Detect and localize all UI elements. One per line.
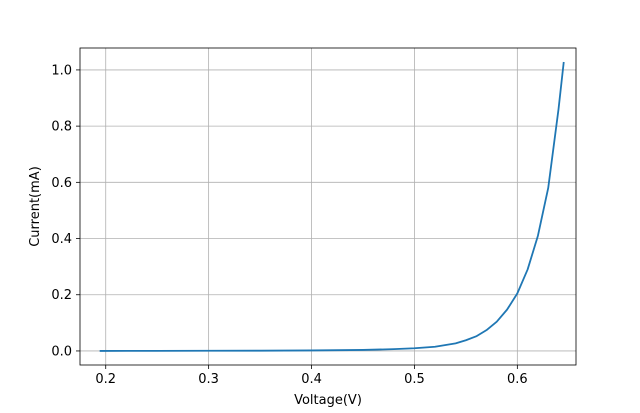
y-tick-label: 0.8 [51,120,72,135]
x-axis: 0.2 0.3 0.4 0.5 0.6 [95,365,528,387]
x-axis-label: Voltage(V) [294,393,362,408]
series-line [99,61,565,352]
x-tick-label: 0.6 [507,372,528,387]
y-axis-label: Current(mA) [28,166,43,247]
x-tick-label: 0.2 [95,372,116,387]
grid [80,48,576,365]
y-tick-label: 1.0 [51,63,72,78]
x-tick-label: 0.3 [198,372,219,387]
y-axis: 0.0 0.2 0.4 0.6 0.8 1.0 [51,63,80,359]
y-tick-label: 0.4 [51,232,72,247]
plot-frame [79,47,577,366]
x-tick-label: 0.4 [301,372,322,387]
x-tick-label: 0.5 [404,372,425,387]
y-tick-label: 0.0 [51,344,72,359]
y-tick-label: 0.6 [51,176,72,191]
series-layer [99,61,565,352]
y-tick-label: 0.2 [51,288,72,303]
